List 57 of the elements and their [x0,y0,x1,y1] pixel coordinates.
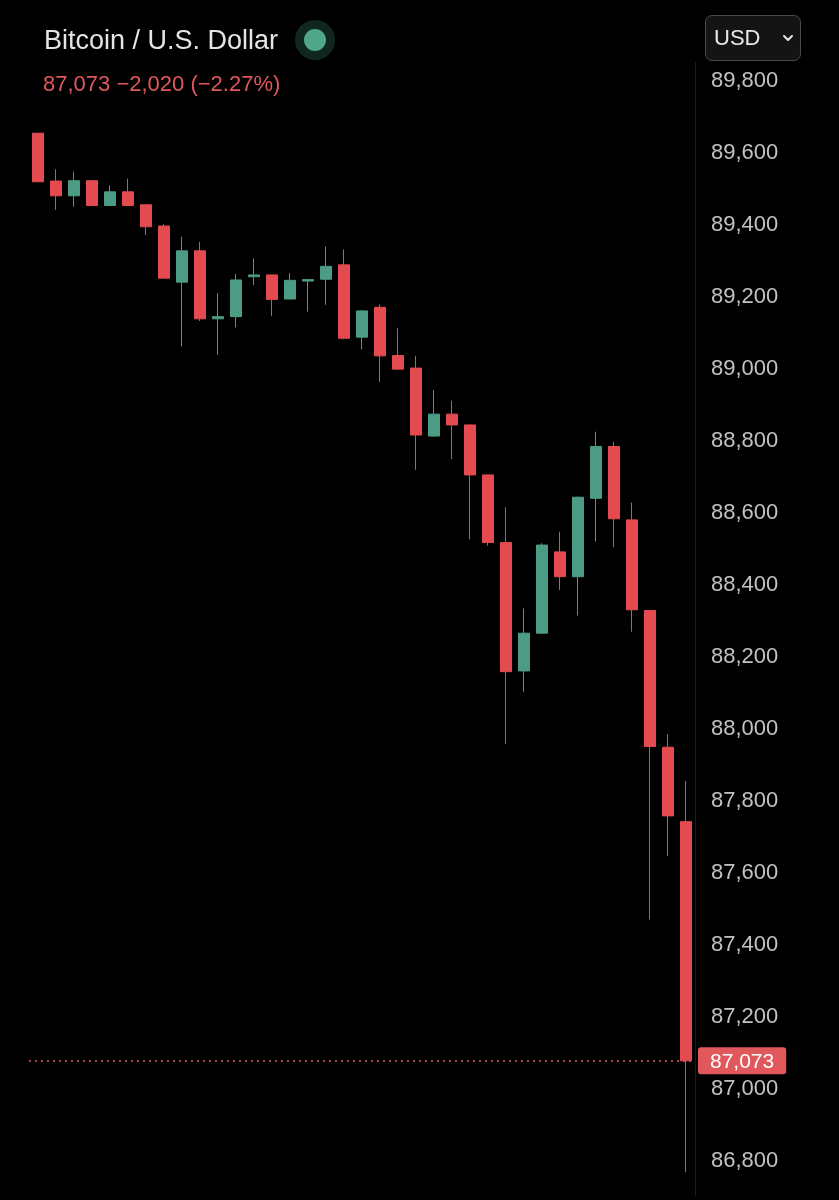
chart-subtitle: 87,073 −2,020 (−2.27%) [43,71,281,97]
candlestick [410,355,422,471]
candlestick [68,171,80,208]
y-tick-label: 87,200 [711,1002,779,1028]
y-tick-label: 88,400 [711,571,779,597]
candlestick [680,780,692,1173]
y-tick-label: 89,600 [711,139,779,165]
candlestick [284,272,296,300]
ref-line-label: 87,073 [710,1049,775,1073]
candlestick [356,309,368,350]
candlestick [572,496,584,617]
candlestick [140,204,152,236]
candlestick [446,400,458,460]
candlestick [644,610,656,920]
candlestick [86,180,98,207]
candlestick [32,132,44,183]
candlestick [266,274,278,317]
candlestick [590,431,602,542]
y-tick-label: 88,800 [711,427,779,453]
candlestick [302,278,314,313]
y-tick-label: 88,600 [711,499,779,525]
y-tick-label: 86,800 [711,1146,779,1172]
y-tick-label: 87,000 [711,1074,779,1100]
candlestick [230,273,242,328]
y-tick-label: 89,000 [711,355,779,381]
y-tick-label: 89,800 [711,67,779,93]
y-tick-label: 87,600 [711,858,779,884]
candlestick [662,733,674,857]
y-tick-label: 88,000 [711,714,779,740]
y-tick-label: 89,200 [711,283,779,309]
y-tick-label: 89,400 [711,211,779,237]
candlestick [104,184,116,207]
chart-title: Bitcoin / U.S. Dollar [44,24,279,57]
candlestick [50,168,62,211]
candlestick [554,531,566,591]
candlestick [392,327,404,370]
candlestick [212,292,224,356]
y-tick-label: 87,800 [711,786,779,812]
candlestick [536,542,548,634]
candlestick [248,257,260,286]
candlestick [176,236,188,348]
candlestick [374,303,386,383]
candlestick [320,246,332,306]
candlestick [482,474,494,547]
candlestick [464,424,476,540]
currency-select: USD [705,15,801,61]
candlestick [518,607,530,693]
candlestick [158,223,170,279]
candlestick [608,441,620,548]
candlestick [122,178,134,207]
candlestick [500,506,512,745]
candlestick [428,389,440,438]
y-tick-label: 87,400 [711,930,779,956]
candlestick [194,241,206,322]
candlestick [338,248,350,340]
candlestick [626,502,638,633]
y-tick-label: 88,200 [711,642,779,668]
